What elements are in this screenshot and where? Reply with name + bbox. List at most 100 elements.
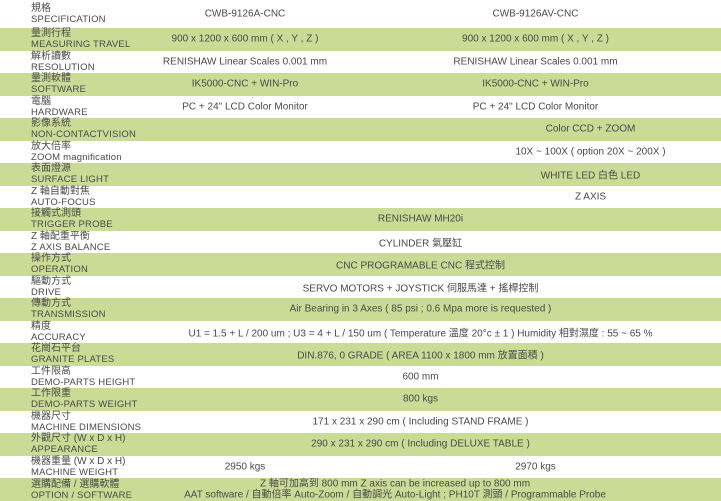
row-label-en: ACCURACY xyxy=(31,331,86,343)
row-label-en: SOFTWARE xyxy=(31,84,87,96)
row-z-axis-balance: Z 軸配重平衡 Z AXIS BALANCE CYLINDER 氣壓缸 xyxy=(0,230,721,253)
row-label: 工作限重 DEMO-PARTS WEIGHT xyxy=(31,388,138,410)
row-label-zh: 工作限重 xyxy=(31,388,71,400)
row-specification: 規格 SPECIFICATION CWB-9126A-CNC CWB-9126A… xyxy=(0,0,721,28)
row-label-en: GRANITE PLATES xyxy=(31,354,115,366)
row-label-en: DEMO-PARTS WEIGHT xyxy=(31,399,138,411)
value-model-a: 900 x 1200 x 600 mm ( X , Y , Z ) xyxy=(171,33,319,45)
value-shared: CYLINDER 氣壓缸 xyxy=(378,238,463,250)
row-measuring-travel: 量測行程 MEASURING TRAVEL 900 x 1200 x 600 m… xyxy=(0,28,721,51)
value-model-a: PC + 24" LCD Color Monitor xyxy=(182,101,308,113)
value-model-b: RENISHAW Linear Scales 0.001 mm xyxy=(453,56,618,68)
row-granite-plates: 花崗石平台 GRANITE PLATES DIN.876, 0 GRADE ( … xyxy=(0,343,721,366)
row-accuracy: 精度 ACCURACY U1 = 1.5 + L / 200 um ; U3 =… xyxy=(0,320,721,343)
value-shared: U1 = 1.5 + L / 200 um ; U3 = 4 + L / 150… xyxy=(188,328,653,340)
row-label-en: TRANSMISSION xyxy=(31,309,106,321)
value-shared: 800 kgs xyxy=(402,393,439,405)
row-label: 操作方式 OPERATION xyxy=(31,253,88,275)
row-label-zh: 機器尺寸 xyxy=(31,410,71,422)
row-label-zh: 工件限高 xyxy=(31,365,71,377)
row-label-en: NON-CONTACTVISION xyxy=(31,129,137,141)
row-label: 傳動方式 TRANSMISSION xyxy=(31,298,106,320)
row-label-en: SPECIFICATION xyxy=(31,14,106,25)
value-model-b: PC + 24" LCD Color Monitor xyxy=(472,101,599,113)
value-shared: SERVO MOTORS + JOYSTICK 伺服馬達 + 搖桿控制 xyxy=(302,283,539,295)
row-label: 接觸式測頭 TRIGGER PROBE xyxy=(31,208,113,230)
model-b-header: CWB-9126AV-CNC xyxy=(492,8,579,20)
row-trigger-probe: 接觸式測頭 TRIGGER PROBE RENISHAW MH20i xyxy=(0,208,721,231)
value-model-b-only: Color CCD + ZOOM xyxy=(545,123,636,135)
row-resolution: 解析讀數 RESOLUTION RENISHAW Linear Scales 0… xyxy=(0,50,721,73)
row-label: 機器尺寸 MACHINE DIMENSIONS xyxy=(31,411,141,433)
row-label: 外觀尺寸 (W x D x H) APPEARANCE xyxy=(31,433,125,455)
row-label-en: RESOLUTION xyxy=(31,61,95,73)
row-label-en: DRIVE xyxy=(31,286,62,298)
row-label: Z 軸自動對焦 AUTO-FOCUS xyxy=(31,186,96,208)
row-label: 工件限高 DEMO-PARTS HEIGHT xyxy=(31,366,135,388)
row-label: 解析讀數 RESOLUTION xyxy=(31,51,95,73)
row-label-en: TRIGGER PROBE xyxy=(31,219,113,231)
row-zoom-magnification: 放大倍率 ZOOM magnification 10X ~ 100X ( opt… xyxy=(0,140,721,163)
row-auto-focus: Z 軸自動對焦 AUTO-FOCUS Z AXIS xyxy=(0,185,721,208)
row-label-zh: 機器重量 (W x D x H) xyxy=(31,455,126,467)
row-label-zh: 花崗石平台 xyxy=(31,343,81,355)
model-a-header: CWB-9126A-CNC xyxy=(204,8,286,20)
row-label: 精度 ACCURACY xyxy=(31,321,86,343)
row-label-en: HARDWARE xyxy=(31,106,88,118)
row-label: 表面燈源 SURFACE LIGHT xyxy=(31,163,109,185)
value-shared: DIN.876, 0 GRADE ( AREA 1100 x 1800 mm 放… xyxy=(297,350,544,362)
value-model-b: 2970 kgs xyxy=(515,461,556,473)
row-machine-dimensions: 機器尺寸 MACHINE DIMENSIONS 171 x 231 x 290 … xyxy=(0,410,721,433)
row-label: 規格 SPECIFICATION xyxy=(31,3,106,25)
row-label-zh: 規格 xyxy=(31,3,51,14)
option-line-1: Z 軸可加高到 800 mm Z axis can be increased u… xyxy=(259,478,531,489)
row-label: 影像系統 NON-CONTACTVISION xyxy=(31,118,136,140)
row-hardware: 電腦 HARDWARE PC + 24" LCD Color Monitor P… xyxy=(0,95,721,118)
row-transmission: 傳動方式 TRANSMISSION Air Bearing in 3 Axes … xyxy=(0,298,721,321)
row-label-en: OPERATION xyxy=(31,264,89,276)
row-label-zh: 驅動方式 xyxy=(31,275,71,287)
row-label-en: MACHINE WEIGHT xyxy=(31,466,119,478)
value-shared: RENISHAW MH20i xyxy=(377,213,464,225)
row-label: 選購配備 / 選購軟體 OPTION / SOFTWARE xyxy=(31,479,132,501)
row-demo-parts-weight: 工作限重 DEMO-PARTS WEIGHT 800 kgs xyxy=(0,388,721,411)
row-surface-light: 表面燈源 SURFACE LIGHT WHITE LED 白色 LED xyxy=(0,163,721,186)
row-label: Z 軸配重平衡 Z AXIS BALANCE xyxy=(31,231,110,253)
row-label: 放大倍率 ZOOM magnification xyxy=(31,141,122,163)
row-operation: 操作方式 OPERATION CNC PROGRAMABLE CNC 程式控制 xyxy=(0,253,721,276)
value-shared: 171 x 231 x 290 cm ( Including STAND FRA… xyxy=(312,416,529,428)
value-model-b: 900 x 1200 x 600 mm ( X , Y , Z ) xyxy=(462,33,609,45)
value-model-a: 2950 kgs xyxy=(224,461,266,473)
row-label-en: Z AXIS BALANCE xyxy=(31,241,111,253)
row-label-zh: 表面燈源 xyxy=(31,163,71,175)
row-label-zh: 傳動方式 xyxy=(31,298,71,310)
row-machine-weight: 機器重量 (W x D x H) MACHINE WEIGHT 2950 kgs… xyxy=(0,455,721,478)
row-label-en: SURFACE LIGHT xyxy=(31,174,110,186)
value-shared: Z 軸可加高到 800 mm Z axis can be increased u… xyxy=(75,478,715,501)
value-shared: CNC PROGRAMABLE CNC 程式控制 xyxy=(336,260,505,272)
row-option-software: 選購配備 / 選購軟體 OPTION / SOFTWARE Z 軸可加高到 80… xyxy=(0,478,721,501)
row-label-en: MACHINE DIMENSIONS xyxy=(31,421,142,433)
row-label: 花崗石平台 GRANITE PLATES xyxy=(31,343,114,365)
row-label-en: ZOOM magnification xyxy=(31,151,122,163)
row-label-zh: Z 軸自動對焦 xyxy=(31,185,90,197)
value-model-b-only: WHITE LED 白色 LED xyxy=(540,170,641,182)
row-label-zh: Z 軸配重平衡 xyxy=(31,230,90,242)
row-appearance: 外觀尺寸 (W x D x H) APPEARANCE 290 x 231 x … xyxy=(0,433,721,456)
row-label-zh: 影像系統 xyxy=(31,118,71,130)
row-label: 量測行程 MEASURING TRAVEL xyxy=(31,28,130,50)
row-label-en: MEASURING TRAVEL xyxy=(31,39,131,51)
row-label: 量測軟體 SOFTWARE xyxy=(31,73,86,95)
value-shared: Air Bearing in 3 Axes ( 85 psi ; 0.6 Mpa… xyxy=(289,303,552,315)
row-label-zh: 解析讀數 xyxy=(31,50,71,62)
row-label-zh: 精度 xyxy=(31,320,51,332)
row-label: 電腦 HARDWARE xyxy=(31,96,88,118)
row-label-en: APPEARANCE xyxy=(31,444,98,456)
row-label-zh: 量測軟體 xyxy=(31,73,71,85)
row-drive: 驅動方式 DRIVE SERVO MOTORS + JOYSTICK 伺服馬達 … xyxy=(0,275,721,298)
row-label-en: AUTO-FOCUS xyxy=(31,196,96,208)
value-model-b-only: 10X ~ 100X ( option 20X ~ 200X ) xyxy=(515,146,666,158)
row-label-en: DEMO-PARTS HEIGHT xyxy=(31,376,136,388)
row-label-zh: 操作方式 xyxy=(31,253,71,265)
row-label: 驅動方式 DRIVE xyxy=(31,276,71,298)
